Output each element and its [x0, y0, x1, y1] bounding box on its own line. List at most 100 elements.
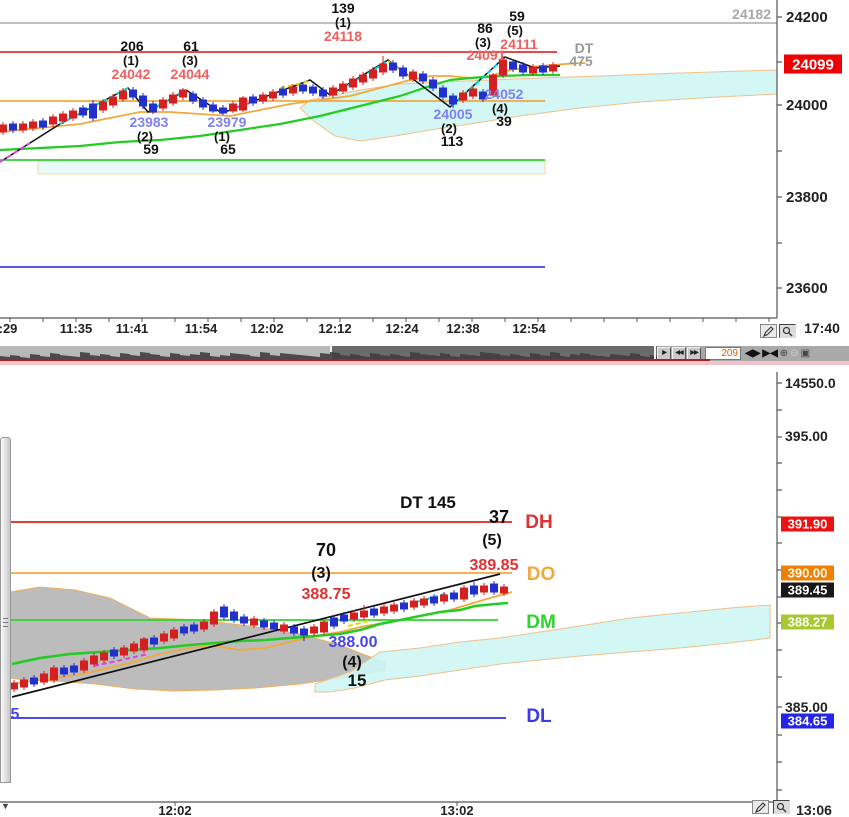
left-vscrollbar[interactable] — [0, 437, 11, 783]
panel-divider-line — [0, 359, 710, 361]
zoom-in-icon[interactable]: ⊕ — [779, 348, 789, 359]
annotation-text: 39 — [496, 113, 512, 129]
candle — [99, 101, 107, 111]
annotation-text: 206 — [120, 38, 144, 54]
annotation-text: 70 — [316, 540, 336, 560]
candle — [319, 89, 327, 97]
zigzag-wave-segment — [279, 80, 311, 89]
candle — [199, 99, 207, 108]
candle — [189, 93, 197, 102]
candle — [549, 64, 557, 72]
candle — [30, 677, 38, 685]
candle — [259, 94, 267, 102]
time-label: 12:24 — [385, 321, 419, 336]
candle — [390, 604, 398, 612]
annotation-text: (3) — [182, 53, 198, 68]
candle — [140, 638, 148, 651]
kumo-cloud — [299, 69, 778, 142]
candle — [40, 673, 48, 683]
candle — [300, 628, 308, 636]
annotation-text: 65 — [220, 141, 236, 157]
chart-nav-toolbar: ▶ ◀◀ ▶▶ ◀▶ ▶◀ ⊕ ⊖ ▣ — [657, 346, 849, 361]
hzoom-out-icon[interactable]: ◀▶ — [745, 348, 761, 359]
hzoom-in-icon[interactable]: ▶◀ — [762, 348, 778, 359]
kumo-cloud — [314, 604, 771, 693]
vscroll-grip-icon — [3, 618, 8, 619]
candle — [539, 65, 547, 73]
chart-hscrollbar[interactable]: ▶ ◀◀ ▶▶ ◀▶ ▶◀ ⊕ ⊖ ▣ — [0, 346, 849, 361]
candle — [470, 585, 478, 595]
price-badge — [781, 614, 834, 630]
axis-label: 24000 — [786, 97, 828, 114]
candle — [360, 610, 368, 618]
moving-average-line — [0, 73, 560, 152]
annotation-text: DT — [575, 40, 594, 56]
zigzag-trend-line — [11, 573, 501, 698]
annotation-text: 24042 — [112, 66, 151, 82]
candle — [190, 624, 198, 632]
candle — [409, 71, 417, 80]
candle — [479, 91, 487, 100]
candle — [0, 124, 7, 133]
zigzag-wave-segment — [93, 653, 149, 667]
candle — [369, 69, 377, 79]
annotation-text: 389.85 — [470, 557, 519, 574]
axis-label: 14550.0 — [785, 375, 836, 391]
candle — [160, 633, 168, 642]
candle — [240, 616, 248, 624]
price-badge — [784, 54, 842, 74]
axis-label: 23600 — [786, 280, 828, 297]
annotation-text: 59 — [143, 141, 159, 157]
candle — [430, 596, 438, 604]
candle — [249, 96, 257, 104]
annotation-text: (4) — [492, 101, 508, 116]
candle — [440, 594, 448, 602]
candle — [359, 74, 367, 83]
candle — [89, 103, 97, 119]
scroll-step-button[interactable]: ▶ — [657, 347, 671, 360]
candle — [339, 83, 347, 92]
candle — [400, 602, 408, 610]
price-badge-label: 388.27 — [788, 615, 828, 630]
candle — [29, 121, 37, 129]
candle — [280, 624, 288, 632]
draw-tool-button-bottom[interactable] — [752, 800, 769, 814]
candle — [179, 89, 187, 98]
candle — [290, 626, 298, 634]
candle — [350, 612, 358, 620]
hscroll-divider — [654, 346, 656, 361]
kumo-band — [37, 160, 546, 175]
zigzag-wave-segment — [0, 142, 31, 163]
candle — [109, 96, 117, 106]
price-badge-label: 384.65 — [788, 714, 828, 729]
price-badge — [781, 713, 834, 729]
annotation-text: 388.00 — [329, 634, 378, 651]
candle — [500, 586, 508, 594]
candle — [429, 79, 437, 89]
candle — [279, 88, 287, 96]
candle — [379, 63, 387, 73]
bar-count-input[interactable] — [705, 347, 741, 360]
annotation-text: DT 145 — [400, 493, 456, 512]
annotation-text: 5 — [11, 706, 20, 723]
candle — [380, 606, 388, 614]
zoom-out-icon[interactable]: ⊖ — [790, 348, 799, 359]
annotation-text: (5) — [482, 532, 502, 549]
annotation-text: 388.75 — [302, 586, 351, 603]
candle — [169, 94, 177, 104]
candle — [309, 86, 317, 94]
full-view-icon[interactable]: ▣ — [800, 348, 811, 359]
annotation-text: 24111 — [500, 36, 538, 52]
candle — [19, 123, 27, 131]
time-label: 12:02 — [158, 803, 191, 817]
vscroll-down-arrow-icon[interactable]: ▼ — [1, 801, 10, 811]
time-label: 12:12 — [318, 321, 351, 336]
annotation-text: 113 — [441, 133, 464, 149]
candle — [149, 103, 157, 113]
zoom-tool-button-bottom[interactable] — [773, 800, 790, 814]
annotation-text: (1) — [335, 15, 351, 30]
candle — [70, 665, 78, 673]
zoom-tool-button[interactable] — [779, 324, 796, 338]
draw-tool-button[interactable] — [760, 324, 777, 338]
